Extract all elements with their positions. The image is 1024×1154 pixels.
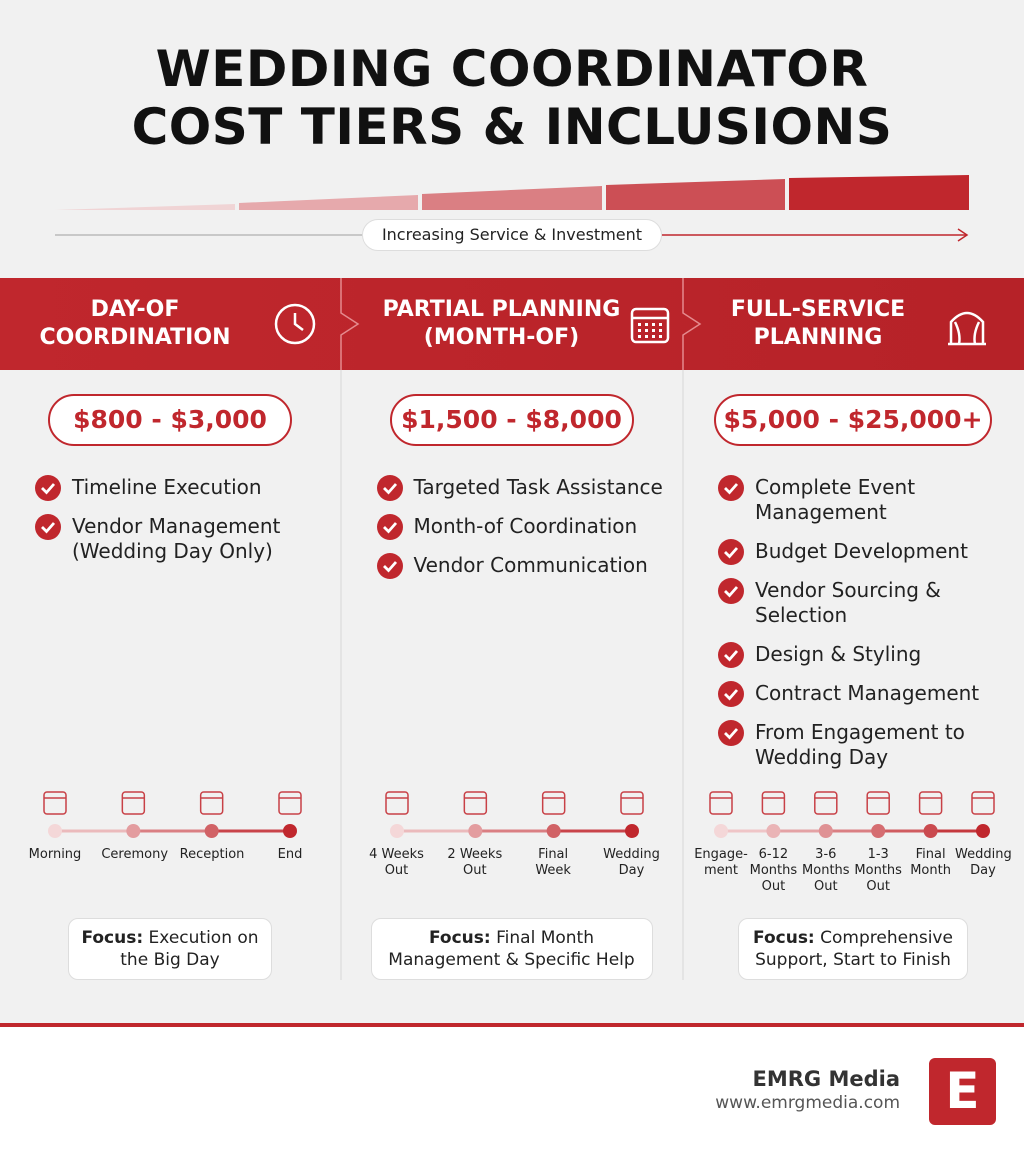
timeline-label: Wedding Day bbox=[955, 847, 1012, 878]
inclusion: Vendor Communication bbox=[413, 553, 648, 577]
check-icon bbox=[376, 514, 403, 540]
inclusion: Month-of Coordination bbox=[413, 514, 638, 538]
tier-icon bbox=[948, 311, 986, 346]
column-dividers bbox=[340, 370, 684, 980]
title-line: COST TIERS & INCLUSIONS bbox=[131, 98, 893, 156]
inclusion: From Engagement to Wedding Day bbox=[755, 720, 965, 769]
tier-title: DAY-OF COORDINATION bbox=[39, 297, 231, 350]
inclusion: Vendor Management (Wedding Day Only) bbox=[72, 514, 281, 563]
check-mark bbox=[724, 586, 739, 598]
focus-label: Focus: bbox=[429, 928, 491, 948]
check-mark bbox=[41, 483, 56, 495]
check-icon bbox=[718, 720, 744, 746]
timeline-label: Ceremony bbox=[101, 847, 169, 862]
timeline-label: End bbox=[277, 847, 303, 862]
check-icon bbox=[718, 681, 744, 707]
timeline-label: 6-12 Months Out bbox=[749, 847, 798, 894]
timeline-label: 4 Weeks Out bbox=[369, 847, 424, 878]
check-icon bbox=[35, 514, 61, 540]
check-icon bbox=[376, 475, 403, 501]
timeline-label: 2 Weeks Out bbox=[447, 847, 503, 878]
check-icon bbox=[718, 539, 744, 565]
check-icon bbox=[718, 642, 744, 668]
focus-box: Focus: Execution on the Big Day bbox=[68, 918, 272, 980]
tier-title: PARTIAL PLANNING (MONTH-OF) bbox=[382, 297, 621, 350]
footer-rule bbox=[0, 1023, 1024, 1027]
tier-header-band bbox=[0, 278, 1024, 370]
timeline-label: Reception bbox=[179, 847, 245, 862]
tier-title: FULL-SERVICE PLANNING bbox=[730, 297, 906, 350]
price-range: $5,000 - $25,000+ bbox=[714, 394, 992, 446]
inclusion: Complete Event Management bbox=[755, 475, 916, 524]
focus-text: Execution on the Big Day bbox=[120, 928, 259, 970]
focus-box: Focus: Comprehensive Support, Start to F… bbox=[738, 918, 968, 980]
timeline bbox=[709, 791, 995, 838]
check-mark bbox=[382, 522, 397, 534]
check-mark bbox=[724, 547, 739, 559]
scale-label: Increasing Service & Investment bbox=[362, 219, 662, 251]
check-mark bbox=[41, 522, 56, 534]
brand: EMRG Media bbox=[752, 1067, 900, 1091]
timeline-label: Final Week bbox=[535, 847, 571, 878]
focus-text: Comprehensive Support, Start to Finish bbox=[755, 928, 953, 970]
footer: EMRG Media www.emrgmedia.com E bbox=[0, 1027, 1024, 1154]
focus-box: Focus: Final Month Management & Specific… bbox=[370, 918, 653, 980]
timeline-label: 1-3 Months Out bbox=[854, 847, 902, 894]
logo: E bbox=[929, 1058, 996, 1125]
timeline bbox=[43, 791, 302, 838]
check-mark bbox=[724, 483, 739, 495]
inclusion: Contract Management bbox=[755, 681, 980, 705]
check-mark bbox=[382, 483, 397, 495]
timeline-label: Wedding Day bbox=[603, 847, 660, 878]
price-range: $800 - $3,000 bbox=[48, 394, 292, 446]
focus-label: Focus: bbox=[81, 928, 144, 948]
timeline-label: Engage-ment bbox=[694, 847, 748, 878]
tier-icon bbox=[274, 303, 316, 345]
inclusion: Design & Styling bbox=[755, 642, 922, 666]
check-mark bbox=[724, 650, 739, 662]
focus-text: Final Month Management & Specific Help bbox=[388, 928, 635, 970]
inclusion: Vendor Sourcing & Selection bbox=[755, 578, 941, 627]
check-mark bbox=[724, 689, 739, 701]
check-icon bbox=[718, 475, 744, 501]
tier-icon bbox=[630, 307, 669, 344]
url: www.emrgmedia.com bbox=[715, 1093, 900, 1113]
timeline-label: Morning bbox=[28, 847, 82, 862]
band-separators bbox=[340, 278, 702, 370]
inclusion: Budget Development bbox=[755, 539, 968, 563]
check-mark bbox=[382, 561, 397, 573]
check-icon bbox=[718, 578, 744, 604]
check-icon bbox=[35, 475, 61, 501]
inclusion: Timeline Execution bbox=[72, 475, 262, 499]
focus-label: Focus: bbox=[753, 928, 815, 948]
title: WEDDING COORDINATOR COST TIERS & INCLUSIO… bbox=[0, 40, 1024, 156]
price-range: $1,500 - $8,000 bbox=[389, 394, 634, 446]
timeline-label: 3-6 Months Out bbox=[802, 847, 850, 894]
timeline-label: Final Month bbox=[910, 847, 951, 878]
check-icon bbox=[376, 553, 403, 579]
inclusion: Targeted Task Assistance bbox=[413, 475, 663, 499]
title-line: WEDDING COORDINATOR bbox=[155, 40, 869, 98]
check-mark bbox=[724, 728, 739, 740]
scale-graphic bbox=[55, 175, 969, 242]
timeline bbox=[384, 791, 644, 838]
